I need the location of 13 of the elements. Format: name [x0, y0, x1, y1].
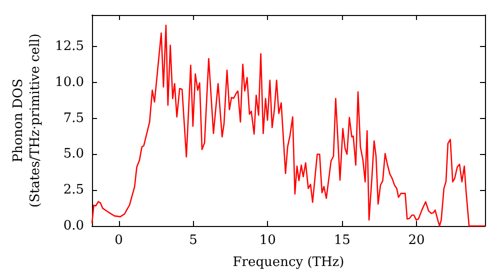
- x-axis-title: Frequency (THz): [232, 255, 344, 270]
- x-tick-label: 0: [114, 233, 123, 248]
- y-tick-label: 10.0: [55, 74, 84, 90]
- y-tick-label: 2.5: [63, 182, 84, 198]
- x-tick-label: 10: [259, 233, 276, 248]
- y-tick-label: 5.0: [63, 146, 84, 162]
- y-axis-title: Phonon DOS (States/THz·primitive cell): [11, 33, 44, 208]
- x-tick-label: 5: [189, 233, 198, 248]
- x-tick-label: 15: [334, 233, 350, 248]
- y-tick-label: 7.5: [63, 110, 84, 126]
- y-tick-label: 12.5: [55, 39, 84, 54]
- y-tick-label: 0.0: [63, 218, 84, 234]
- x-tick-label: 20: [408, 233, 425, 248]
